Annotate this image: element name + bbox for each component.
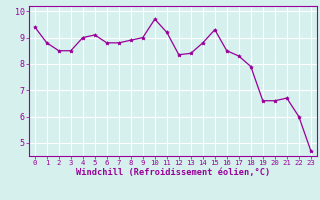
X-axis label: Windchill (Refroidissement éolien,°C): Windchill (Refroidissement éolien,°C) <box>76 168 270 177</box>
